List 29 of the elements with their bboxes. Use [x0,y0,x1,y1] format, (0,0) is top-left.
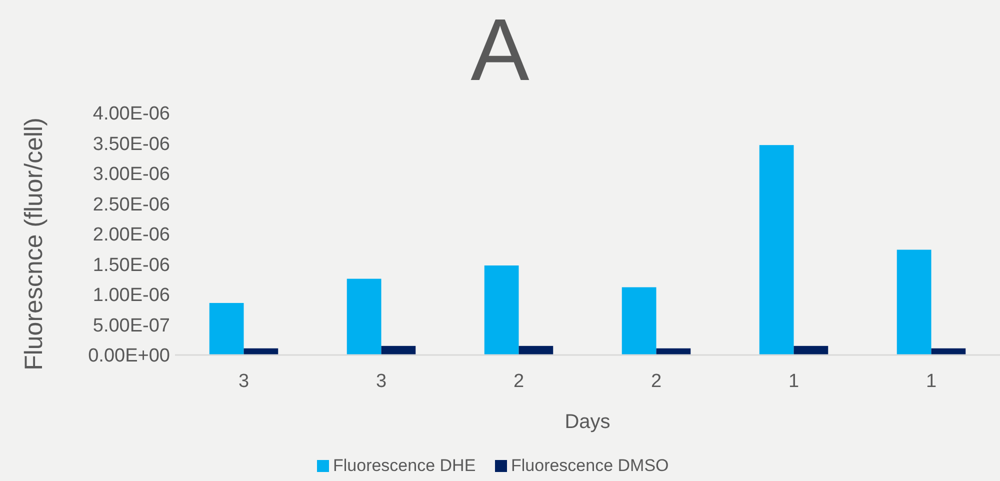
x-tick-label: 2 [513,371,524,392]
bar [896,250,932,355]
bar [759,145,794,355]
bar [209,302,244,355]
bar [622,287,656,355]
x-tick-label: 1 [926,371,937,392]
x-tick-label: 3 [238,371,250,392]
y-tick-label: 2.00E-06 [92,224,170,246]
y-axis-title: Fluorescnce (fluor/cell) [20,118,48,370]
x-tick-label: 3 [376,371,387,392]
bar [794,346,828,355]
y-tick-label: 3.00E-06 [92,164,170,186]
legend-label: Fluorescence DHE [333,456,476,475]
y-tick-label: 1.00E-06 [92,285,170,306]
chart-title: A [470,0,530,99]
x-tick-label: 2 [650,371,662,392]
bar [518,346,554,355]
y-tick-label: 3.50E-06 [92,134,170,155]
y-tick-label: 5.00E-07 [92,315,170,336]
bar [381,346,416,355]
y-tick-label: 0.00E+00 [88,346,170,367]
y-tick-label: 4.00E-06 [92,104,170,125]
legend-label: Fluorescence DMSO [511,456,669,475]
bar [484,265,519,355]
x-tick-label: 1 [788,371,800,392]
bar [346,278,382,355]
y-tick-label: 1.50E-06 [92,254,170,276]
x-axis-title: Days [564,411,610,433]
y-tick-label: 2.50E-06 [92,194,170,216]
